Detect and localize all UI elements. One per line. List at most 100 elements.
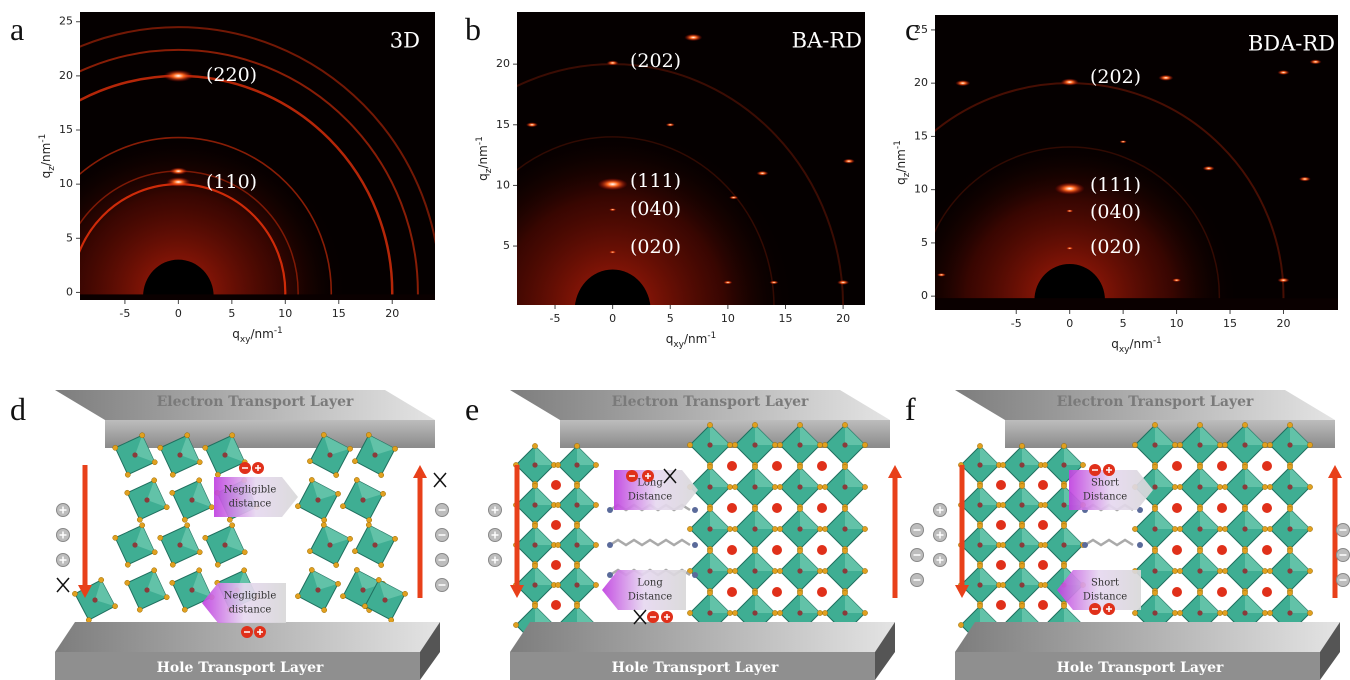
halide xyxy=(1217,526,1222,531)
b-site xyxy=(132,542,137,547)
halide xyxy=(354,477,359,482)
note-text: distance xyxy=(229,605,272,616)
b-site xyxy=(532,542,537,547)
schematic: Electron Transport LayerHole Transport L… xyxy=(934,390,1350,680)
octahedron-face xyxy=(1290,467,1310,487)
b-site xyxy=(1061,462,1066,467)
halide xyxy=(158,535,163,540)
halide xyxy=(513,622,518,627)
a-cation xyxy=(772,587,782,597)
b-site xyxy=(177,542,182,547)
label-base: q xyxy=(666,332,674,346)
note-text: Long xyxy=(637,578,663,589)
halide xyxy=(335,491,340,496)
a-cation xyxy=(1217,587,1227,597)
halide xyxy=(772,484,777,489)
nitrogen xyxy=(607,542,613,548)
halide xyxy=(1177,484,1182,489)
label-sub: xy xyxy=(1119,345,1130,355)
b-site xyxy=(752,484,757,489)
octahedron-face xyxy=(1290,593,1310,613)
b-site xyxy=(842,568,847,573)
b-site xyxy=(327,452,332,457)
halide xyxy=(687,610,692,615)
halide xyxy=(367,517,372,522)
b-site xyxy=(752,610,757,615)
halide xyxy=(1262,484,1267,489)
bottom-slab-face xyxy=(510,622,895,652)
halide xyxy=(822,442,827,447)
note-text: Short xyxy=(1091,478,1119,489)
halide xyxy=(389,617,394,622)
a-cation xyxy=(727,461,737,471)
b-site xyxy=(1197,568,1202,573)
halide xyxy=(1197,506,1202,511)
halide xyxy=(140,523,145,528)
halide xyxy=(1307,526,1312,531)
halide xyxy=(197,568,202,573)
halide xyxy=(322,607,327,612)
halide xyxy=(321,432,326,437)
halide xyxy=(842,548,847,553)
label-sup: -1 xyxy=(893,140,903,149)
octahedron-face xyxy=(710,467,730,487)
b-site xyxy=(1197,526,1202,531)
spot xyxy=(1310,59,1322,64)
panel-tag: 3D xyxy=(390,29,420,53)
note-arrow xyxy=(202,583,286,623)
octahedron-face xyxy=(1200,551,1220,571)
halide xyxy=(140,433,145,438)
b-site xyxy=(752,526,757,531)
octahedron-face xyxy=(577,526,596,545)
note-arrow xyxy=(602,570,686,610)
x-axis-label: qxy/nm-1 xyxy=(232,326,283,345)
halide xyxy=(322,517,327,522)
a-cation xyxy=(996,520,1006,530)
spot xyxy=(1055,183,1085,195)
octahedron-face xyxy=(710,593,730,613)
halide xyxy=(158,445,163,450)
x-tick-label: 10 xyxy=(278,307,292,320)
halide xyxy=(732,442,737,447)
a-cation xyxy=(1038,520,1048,530)
halide xyxy=(555,462,560,467)
a-cation xyxy=(772,545,782,555)
field-arrow-head xyxy=(1328,465,1342,478)
b-site xyxy=(372,542,377,547)
spot xyxy=(1203,166,1215,171)
halide xyxy=(822,610,827,615)
b-site xyxy=(842,442,847,447)
field-arrow-head xyxy=(413,465,427,478)
spot xyxy=(166,177,190,187)
b-site xyxy=(1242,568,1247,573)
octahedron-face xyxy=(535,526,554,545)
x-tick-label: 0 xyxy=(609,312,616,325)
b-site xyxy=(1197,610,1202,615)
halide xyxy=(958,622,963,627)
halide xyxy=(727,526,732,531)
halide xyxy=(772,526,777,531)
halide xyxy=(1217,442,1222,447)
halide xyxy=(555,582,560,587)
a-cation xyxy=(817,503,827,513)
label-sub: xy xyxy=(240,335,251,345)
halide xyxy=(1307,484,1312,489)
spot xyxy=(666,123,675,127)
halide xyxy=(1222,526,1227,531)
b-site xyxy=(574,502,579,507)
halide xyxy=(230,433,235,438)
halide xyxy=(752,464,757,469)
a-cation xyxy=(727,503,737,513)
halide xyxy=(1222,484,1227,489)
halide xyxy=(1019,603,1024,608)
label-sup: -1 xyxy=(274,326,283,336)
halide xyxy=(593,502,598,507)
b-site xyxy=(1242,484,1247,489)
halide xyxy=(777,568,782,573)
b-site xyxy=(360,587,365,592)
halide xyxy=(392,446,397,451)
halide xyxy=(1172,484,1177,489)
halide xyxy=(1267,568,1272,573)
halide xyxy=(1197,590,1202,595)
halide xyxy=(1000,502,1005,507)
